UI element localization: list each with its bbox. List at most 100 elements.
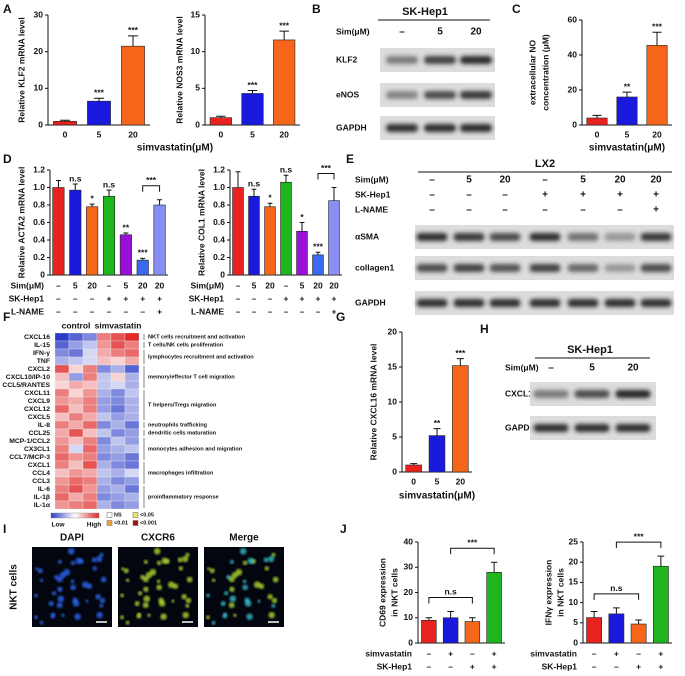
row-value: –	[592, 661, 597, 671]
y-tick-label: 25	[569, 536, 579, 546]
lane-label: 20	[614, 175, 626, 186]
y-axis-label: Relative KLF2 mRNA level	[16, 17, 26, 123]
cell	[171, 599, 175, 603]
row-value: +	[157, 293, 162, 303]
y-tick-label: 20	[569, 556, 579, 566]
heatmap-cell	[110, 436, 126, 446]
lane-label: –	[466, 190, 472, 201]
sig-legend-label: <0.01	[114, 520, 128, 526]
blot-band	[385, 91, 419, 99]
lane-label: 20	[650, 175, 662, 186]
error-bar	[657, 555, 665, 567]
annotation: T cells/NK cells proliferation	[148, 342, 224, 348]
heatmap-cell	[124, 476, 140, 486]
heatmap-cell	[82, 476, 98, 486]
bracket-label: n.s	[610, 583, 623, 593]
heatmap-cell	[96, 332, 112, 342]
column-group-label: simvastatin	[95, 320, 142, 330]
annotation: NKT cells recruitment and activation	[148, 334, 246, 340]
heatmap-cell	[68, 380, 84, 390]
row-value: +	[658, 648, 663, 658]
error-bar	[469, 617, 476, 622]
cell	[70, 584, 77, 591]
significance-label: **	[434, 418, 441, 428]
row-label: CCL4	[32, 470, 50, 477]
blot-title: LX2	[535, 158, 555, 170]
annotation: T helpers/Tregs migration	[148, 402, 217, 408]
y-tick-label: 10	[569, 597, 579, 607]
heatmap-cell	[124, 484, 140, 494]
cell	[181, 593, 187, 600]
condition-label: Sim(μM)	[505, 362, 539, 372]
error-bar	[140, 257, 146, 261]
bar	[53, 121, 77, 126]
row-label: simvastatin	[530, 648, 577, 658]
y-tick-label: 1.0	[33, 182, 45, 192]
cell	[149, 568, 157, 576]
lane-label: +	[617, 190, 623, 201]
row-value: –	[252, 293, 257, 303]
heatmap-cell	[124, 436, 140, 446]
y-tick-label: 0.6	[33, 217, 45, 227]
bar	[421, 619, 437, 644]
heatmap-cell	[82, 412, 98, 422]
y-axis-label: in NKT cells	[389, 568, 399, 617]
y-tick-label: 5	[573, 617, 578, 627]
heatmap-cell	[82, 396, 98, 406]
cell	[86, 583, 93, 590]
row-label: CXCL16	[24, 334, 50, 341]
row-value: –	[268, 306, 273, 316]
heatmap-cell	[96, 436, 112, 446]
x-tick-label: 5	[435, 476, 440, 486]
cell	[137, 591, 143, 596]
cell	[70, 560, 76, 566]
row-value: –	[614, 661, 619, 671]
heatmap-cell	[82, 340, 98, 350]
heatmap-cell	[68, 372, 84, 382]
row-value: +	[316, 293, 321, 303]
significance-label: n.s	[280, 165, 293, 175]
y-tick-label: 0	[573, 637, 578, 647]
bracket	[615, 541, 662, 549]
band-label: αSMA	[355, 231, 379, 241]
heatmap-cell	[54, 492, 70, 502]
blot-band	[567, 264, 599, 272]
heatmap-cell	[96, 476, 112, 486]
y-tick-label: 60	[568, 14, 578, 24]
y-tick-label: 0	[572, 119, 577, 129]
cell	[228, 602, 235, 609]
row-value: –	[73, 293, 78, 303]
y-tick-label: 0.4	[213, 234, 225, 244]
row-label: SK-Hep1	[542, 661, 578, 671]
heatmap-cell	[68, 348, 84, 358]
row-value: –	[107, 306, 112, 316]
lane-label: –	[548, 363, 554, 374]
bar	[121, 45, 145, 126]
heatmap-cell	[54, 460, 70, 470]
y-tick-label: 5	[392, 431, 397, 441]
heatmap-cell	[54, 412, 70, 422]
heatmap-cell	[124, 452, 140, 462]
row-label: CXCL11	[24, 390, 50, 397]
x-axis-label: simvastatin(μM)	[589, 143, 665, 154]
cell	[223, 591, 229, 596]
heatmap-cell	[54, 420, 70, 430]
error-bar	[157, 199, 163, 205]
row-label: SK-Hep1	[9, 293, 45, 303]
condition-label: Sim(μM)	[336, 26, 370, 36]
row-value: –	[470, 648, 475, 658]
heatmap-cell	[68, 484, 84, 494]
heatmap-cell	[110, 460, 126, 470]
bar	[280, 181, 292, 276]
cell	[70, 579, 75, 584]
row-value: +	[470, 661, 475, 671]
panel-letter: G	[336, 310, 345, 324]
error-bar	[410, 463, 418, 465]
y-tick-label: 30	[34, 9, 44, 19]
scale-label: High	[87, 522, 101, 529]
row-value: –	[268, 293, 273, 303]
bracket-label: ***	[467, 537, 478, 547]
significance-label: n.s	[69, 173, 82, 183]
sig-legend-label: <0.05	[140, 512, 154, 518]
